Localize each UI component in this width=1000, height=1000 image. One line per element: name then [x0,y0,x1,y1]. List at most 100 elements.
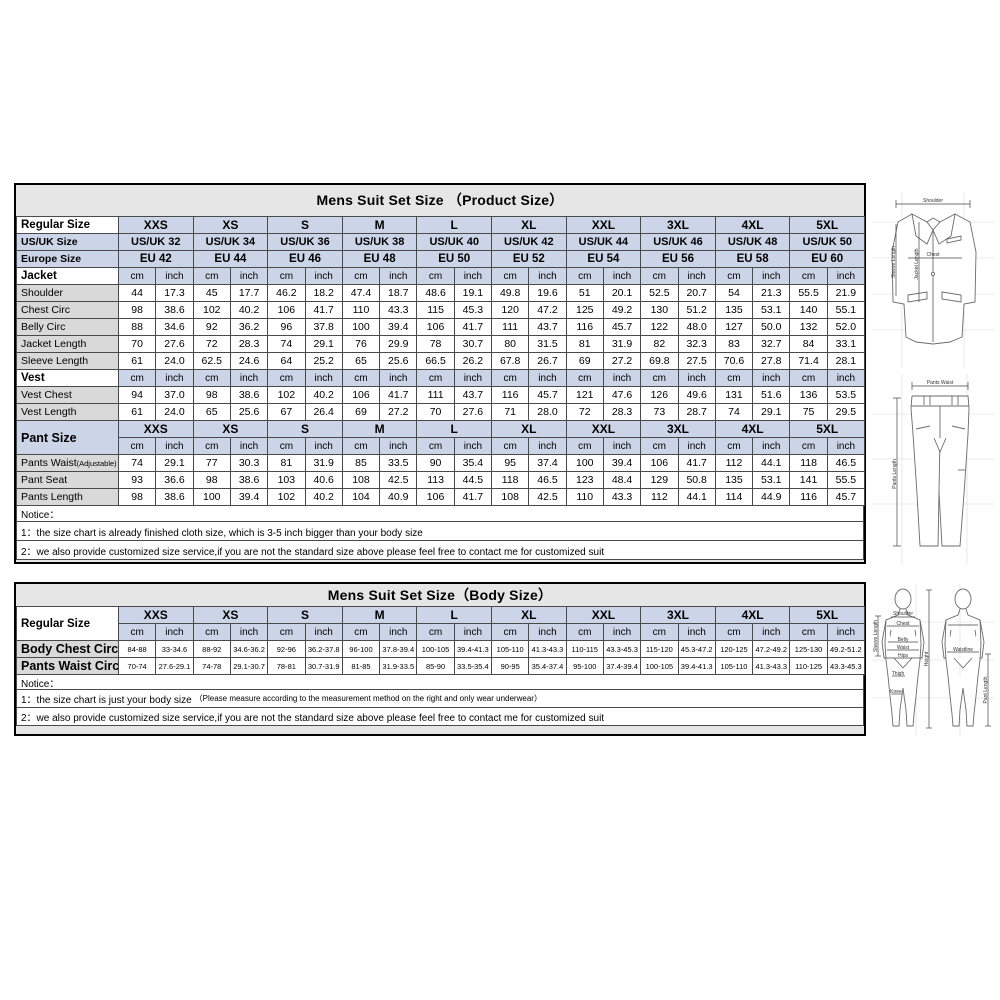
size-header-l: L [416,216,493,234]
table-cell: 74-78 [192,657,231,675]
table-cell: 120 [491,301,530,319]
table-row: Body Chest Circ 84-88 33-34.6 88-92 34.6-36.… [16,640,866,658]
table-cell: 90 [416,454,455,472]
body-size-panel: Mens Suit Set Size（Body Size） Regular Si… [14,582,866,736]
table-cell: 98 [117,301,157,319]
row-label-vest-length: Vest Length [16,403,119,421]
table-cell: 125-130 [789,640,828,658]
table-cell: 100 [192,488,231,506]
row-vest-units: Vest cm inch cm inch cm inch cm inch cm inch cm inch… [16,369,866,387]
table-cell: 46.2 [267,284,306,302]
unit-cm: cm [192,369,231,387]
table-cell: 40.2 [229,301,269,319]
table-cell: 84-88 [117,640,157,658]
body-notice-1: 1：the size chart is just your body size … [16,690,864,708]
unit-inch: inch [304,267,343,285]
table-cell: 36.2 [229,318,269,336]
table-cell: 67.8 [491,352,530,370]
table-row: Pant Seat 93 36.6 98 38.6 103 40.6 108 42.5 113 44… [16,471,866,489]
table-cell: 28.3 [602,403,642,421]
table-cell: 24.0 [155,403,194,421]
body-label-shoulder: Shoulder [893,611,913,617]
table-cell: 51 [565,284,604,302]
table-cell: 47.6 [602,386,642,404]
table-cell: 122 [640,318,679,336]
table-cell: 44.1 [752,454,791,472]
table-cell: 21.3 [752,284,791,302]
body-label-hips: Hips [898,653,909,659]
table-cell: 74 [117,454,157,472]
table-cell: 108 [341,471,381,489]
table-cell: 81-85 [341,657,381,675]
table-cell: 39.4 [229,488,269,506]
body-label-pant-length: Pant Length [983,676,989,703]
table-cell: 102 [192,301,231,319]
row-label-pants-waist-circ: Pants Waist Circ [16,657,119,675]
body-label-waist: Waist [897,645,910,651]
label-pant-size: Pant Size [16,420,119,455]
size-header-xs: XS [192,216,269,234]
unit-cm: cm [416,369,455,387]
table-cell: 26.7 [528,352,567,370]
table-cell: 31.9 [304,454,343,472]
unit-cm: cm [491,437,530,455]
table-cell: 106 [416,318,455,336]
row-label-jacket-length: Jacket Length [16,335,119,353]
body-label-sleeve-length: Sleeve Length [873,620,879,652]
table-cell: 127 [714,318,754,336]
body-measurement-diagram: Shoulder Chest Belly Waist Hips Thigh Kn… [872,584,994,736]
table-cell: 111 [416,386,455,404]
table-row: Pants Waist(Adjustable) 74 29.1 77 30.3 81 31.… [16,454,866,472]
table-cell: 27.6 [155,335,194,353]
table-cell: 24.6 [229,352,269,370]
row-label-body-chest-circ: Body Chest Circ [16,640,119,658]
row-regular-size: Regular Size XXS XS S M L XL XXL 3XL 4XL 5XL [16,216,866,234]
table-cell: 19.1 [453,284,493,302]
unit-cm: cm [640,369,679,387]
size-header-4xl: 4XL [714,216,791,234]
unit-cm: cm [640,437,679,455]
table-cell: 51.2 [677,301,716,319]
body-size-header-l: L [416,606,493,624]
body-size-header-4xl: 4XL [714,606,791,624]
table-row: Sleeve Length 61 24.0 62.5 24.6 64 25.2 65 25.6 6… [16,352,866,370]
table-cell: 53.5 [826,386,866,404]
table-cell: 20.7 [677,284,716,302]
us-uk-value: US/UK 42 [491,233,567,251]
row-label-chest-circ: Chest Circ [16,301,119,319]
table-cell: 43.7 [453,386,493,404]
table-cell: 30.7 [453,335,493,353]
unit-cm: cm [640,267,679,285]
table-cell: 72 [565,403,604,421]
row-label-vest-chest: Vest Chest [16,386,119,404]
table-cell: 29.1 [752,403,791,421]
unit-inch: inch [528,623,567,641]
table-cell: 17.7 [229,284,269,302]
us-uk-value: US/UK 40 [416,233,493,251]
label-regular-size: Regular Size [16,216,119,234]
table-cell: 43.7 [528,318,567,336]
size-header-s: S [267,216,343,234]
row-body-sizes: Regular Size XXS XS S M L XL XXL 3XL 4XL 5XL [16,606,866,641]
table-cell: 74 [714,403,754,421]
table-cell: 96 [267,318,306,336]
pants-label-waist: Pants Waist [927,380,954,386]
jacket-measurement-diagram: Shoulder Chest Sleeve Length Jacket Le [872,192,994,368]
table-cell: 55.1 [826,301,866,319]
body-notice-2: 2：we also provide customized size servic… [16,708,864,726]
table-cell: 36.6 [155,471,194,489]
size-header-5xl: 5XL [789,216,866,234]
table-cell: 29.9 [379,335,418,353]
size-header-3xl: 3XL [640,216,716,234]
table-cell: 100 [341,318,381,336]
table-cell: 45 [192,284,231,302]
pants-measurement-diagram: Pants Waist Pants Length [872,374,994,564]
table-cell: 20.1 [602,284,642,302]
us-uk-value: US/UK 36 [267,233,343,251]
table-cell: 42.5 [528,488,567,506]
table-cell: 45.3-47.2 [677,640,716,658]
table-cell: 69 [341,403,381,421]
body-size-header-3xl: 3XL [640,606,716,624]
row-body-units: cm inch cm inch cm inch cm inch cm inch cm inch cm in… [17,623,866,641]
table-cell: 92-96 [267,640,306,658]
